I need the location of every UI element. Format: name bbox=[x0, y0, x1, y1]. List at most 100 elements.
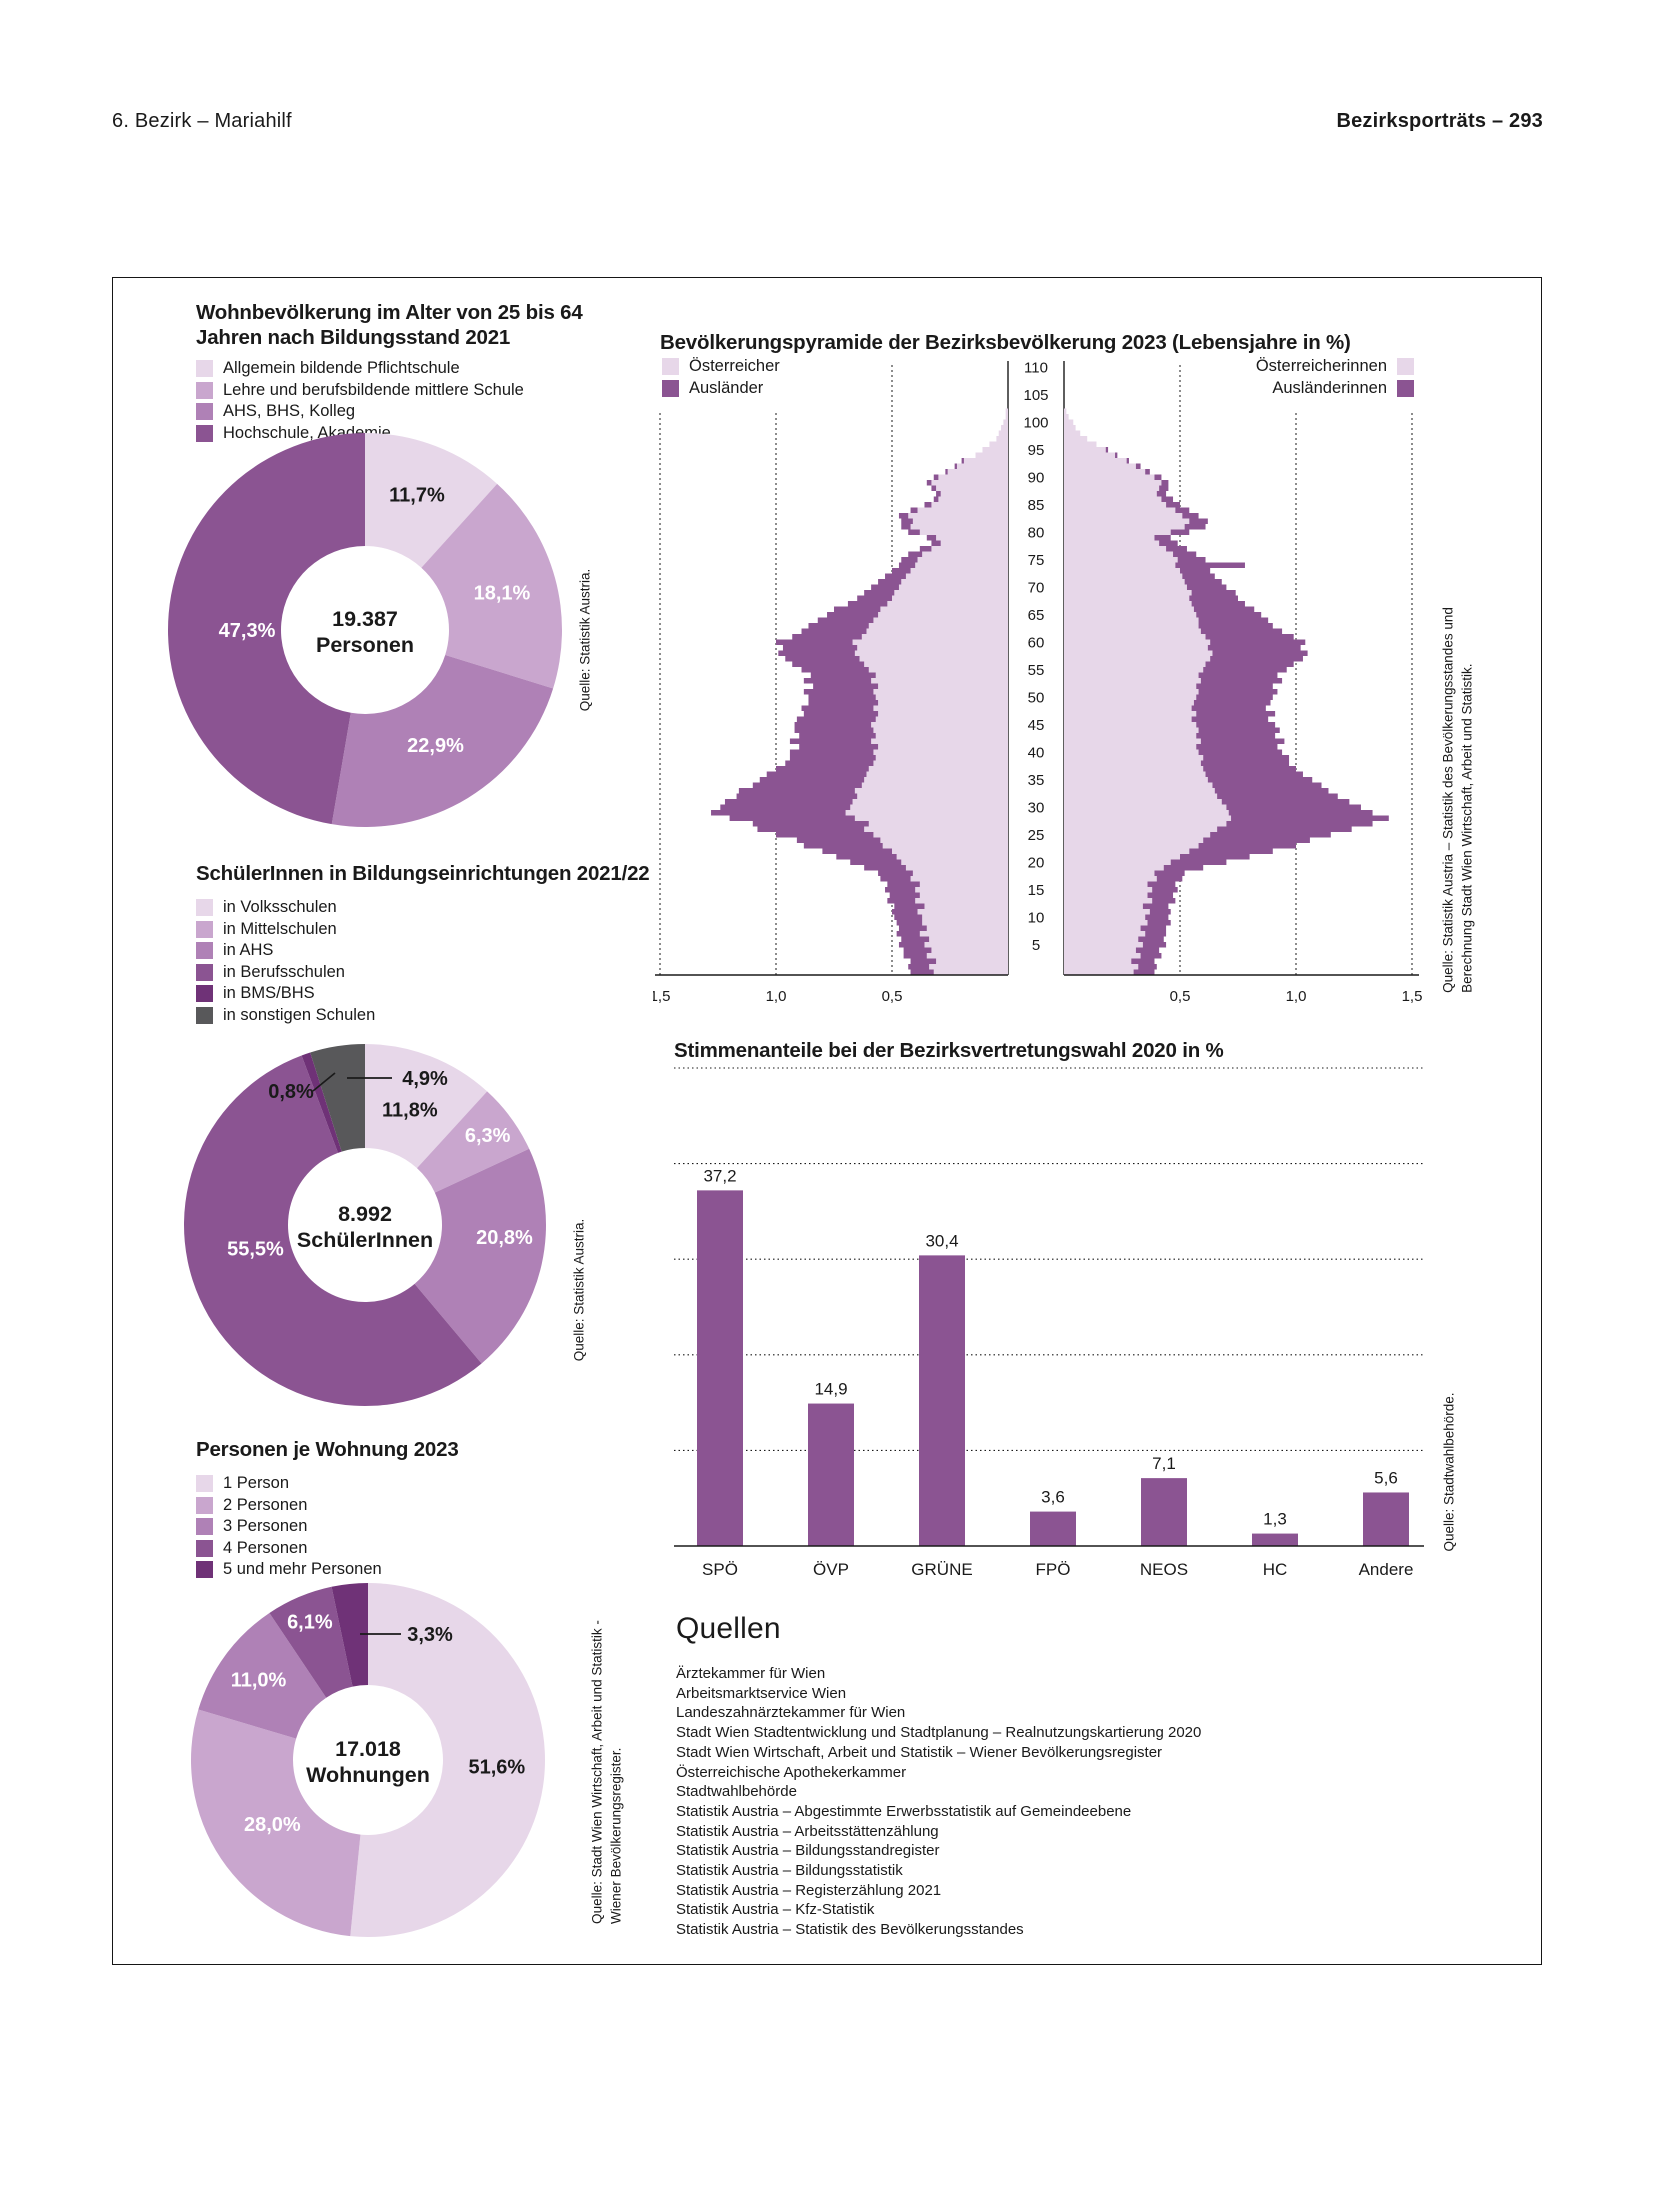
pyramid-bar-female-foreign bbox=[1147, 892, 1174, 898]
pyramid-bar-female-foreign bbox=[1228, 810, 1373, 816]
pyramid-bar-male-foreign bbox=[817, 617, 874, 623]
pyramid-bar-female-austrian bbox=[1064, 766, 1204, 772]
pyramid-bar-female-austrian bbox=[1064, 689, 1199, 695]
pyramid-bar-male-foreign bbox=[789, 749, 874, 755]
pyramid-bar-female-foreign bbox=[1163, 865, 1204, 871]
chart-label: 18,1% bbox=[474, 583, 531, 605]
pyramid-bar-female-austrian bbox=[1064, 925, 1141, 931]
pyramid-bar-female-austrian bbox=[1064, 551, 1174, 557]
legend-label: Lehre und berufsbildende mittlere Schule bbox=[223, 380, 524, 399]
pyramid-bar-female-foreign bbox=[1196, 722, 1276, 728]
pyramid-bar-male-foreign bbox=[720, 804, 851, 810]
pyramid-bar-female-austrian bbox=[1064, 562, 1176, 568]
pyramid-bar-female-austrian bbox=[1064, 617, 1199, 623]
chart-label: 22,9% bbox=[407, 735, 464, 757]
pyramid-bar-male-austrian bbox=[922, 920, 1008, 926]
pyramid-bar-male-foreign bbox=[738, 788, 855, 794]
pyramid-bar-female-foreign bbox=[1191, 601, 1245, 607]
pyramid-bar-male-austrian bbox=[875, 755, 1008, 761]
pyramid-bar-female-austrian bbox=[1064, 711, 1197, 717]
legend-swatch-icon bbox=[196, 1496, 213, 1514]
pyramid-bar-male-foreign bbox=[903, 953, 927, 959]
pyramid-bar-female-foreign bbox=[1161, 480, 1169, 486]
x-tick-label: 1,0 bbox=[1286, 988, 1307, 1005]
pyramid-bar-female-austrian bbox=[1064, 865, 1164, 871]
pyramid-bar-male-foreign bbox=[857, 595, 892, 601]
legend-schuelerinnen-item-in-berufsschulen: in Berufsschulen bbox=[196, 963, 375, 982]
legend-label: Österreicherinnen bbox=[1255, 357, 1387, 375]
age-tick-label: 85 bbox=[1028, 497, 1045, 514]
pyramid-bar-female-austrian bbox=[1064, 705, 1192, 711]
pyramid-bar-female-austrian bbox=[1064, 793, 1218, 799]
pyramid-bar-male-austrian bbox=[864, 826, 1008, 832]
donut-slice-ahs-bhs-kolleg bbox=[331, 654, 554, 827]
pyramid-bar-male-foreign bbox=[887, 881, 920, 887]
pyramid-bar-female-foreign bbox=[1159, 540, 1178, 546]
donut-slice-in-volksschulen bbox=[365, 1044, 488, 1169]
pyramid-bar-male-foreign bbox=[794, 727, 874, 733]
pyramid-bar-male-foreign bbox=[796, 837, 881, 843]
pyramid-bar-female-foreign bbox=[1198, 617, 1269, 623]
age-tick-label: 110 bbox=[1024, 359, 1048, 376]
category-label-andere: Andere bbox=[1359, 1560, 1414, 1579]
quellen-item: Stadt Wien Stadtentwicklung und Stadtpla… bbox=[676, 1724, 1202, 1742]
source-note-line: Quelle: Statistik Austria. bbox=[571, 1218, 587, 1362]
pyramid-bar-female-foreign bbox=[1152, 898, 1176, 904]
pyramid-bar-male-austrian bbox=[910, 568, 1008, 574]
pyramid-bar-male-austrian bbox=[875, 694, 1008, 700]
quellen-item: Stadtwahlbehörde bbox=[676, 1783, 797, 1801]
pyramid-bar-female-foreign bbox=[1180, 854, 1250, 860]
legend-swatch-icon bbox=[196, 424, 213, 442]
pyramid-bar-male-foreign bbox=[759, 777, 865, 783]
pyramid-bar-male-foreign bbox=[796, 716, 876, 722]
legend-swatch-icon bbox=[196, 381, 213, 399]
pyramid-bar-female-foreign bbox=[1191, 590, 1236, 596]
pyramid-bar-male-austrian bbox=[873, 749, 1008, 755]
chart-label: 4,9% bbox=[402, 1068, 448, 1090]
pyramid-bar-female-foreign bbox=[1173, 551, 1197, 557]
bar-value-label: 7,1 bbox=[1152, 1454, 1176, 1473]
chart-label: 11,8% bbox=[382, 1099, 438, 1121]
pyramid-bar-female-foreign bbox=[1135, 947, 1160, 953]
pyramid-bar-female-austrian bbox=[1064, 832, 1211, 838]
quellen-item: Statistik Austria – Arbeitsstättenzählun… bbox=[676, 1822, 939, 1840]
pyramid-bar-female-foreign bbox=[1196, 612, 1262, 618]
pyramid-bar-female-foreign bbox=[1210, 639, 1306, 645]
x-tick-label: 1,0 bbox=[766, 988, 787, 1005]
pyramid-bar-male-austrian bbox=[922, 551, 1008, 557]
pyramid-bar-male-foreign bbox=[896, 920, 923, 926]
legend-schuelerinnen-item-in-volksschulen: in Volksschulen bbox=[196, 898, 375, 917]
pyramid-bar-female-foreign bbox=[1166, 502, 1180, 508]
pyramid-bar-female-austrian bbox=[1064, 535, 1155, 541]
age-tick-label: 30 bbox=[1028, 799, 1045, 816]
pyramid-bar-male-austrian bbox=[868, 766, 1008, 772]
legend-wohnung-item-2-personen: 2 Personen bbox=[196, 1496, 382, 1515]
pyramid-bar-male-foreign bbox=[847, 601, 888, 607]
x-tick-label: 1,5 bbox=[1402, 988, 1423, 1005]
pyramid-bar-male-austrian bbox=[854, 815, 1008, 821]
pyramid-bar-female-foreign bbox=[1177, 557, 1206, 563]
pyramid-bar-male-austrian bbox=[915, 898, 1008, 904]
pyramid-bar-male-austrian bbox=[871, 722, 1008, 728]
chart-label: 47,3% bbox=[219, 620, 276, 642]
pyramid-bar-male-austrian bbox=[915, 562, 1008, 568]
pyramid-bar-male-austrian bbox=[868, 623, 1008, 629]
pyramid-bar-male-austrian bbox=[919, 881, 1008, 887]
pyramid-bar-male-foreign bbox=[945, 469, 948, 475]
bar-neos bbox=[1141, 1478, 1187, 1546]
pyramid-bar-female-austrian bbox=[1064, 441, 1097, 447]
pyramid-bar-male-austrian bbox=[908, 513, 1008, 519]
pyramid-bar-female-austrian bbox=[1064, 584, 1187, 590]
pyramid-bar-female-austrian bbox=[1064, 496, 1162, 502]
pyramid-bar-female-austrian bbox=[1064, 953, 1141, 959]
pyramid-bar-male-foreign bbox=[885, 887, 916, 893]
pyramid-bar-female-foreign bbox=[1193, 606, 1255, 612]
pyramid-bar-male-foreign bbox=[792, 634, 862, 640]
donut-slice-lehre-und-berufsbildende-mittlere-schule bbox=[421, 483, 562, 689]
pyramid-bar-male-foreign bbox=[901, 936, 930, 942]
page-header-left: 6. Bezirk – Mariahilf bbox=[112, 110, 292, 132]
pyramid-bar-male-foreign bbox=[789, 755, 876, 761]
donut-center-unit: SchülerInnen bbox=[297, 1228, 433, 1252]
pyramid-bar-male-foreign bbox=[801, 628, 867, 634]
x-tick-label: 0,5 bbox=[1170, 988, 1191, 1005]
